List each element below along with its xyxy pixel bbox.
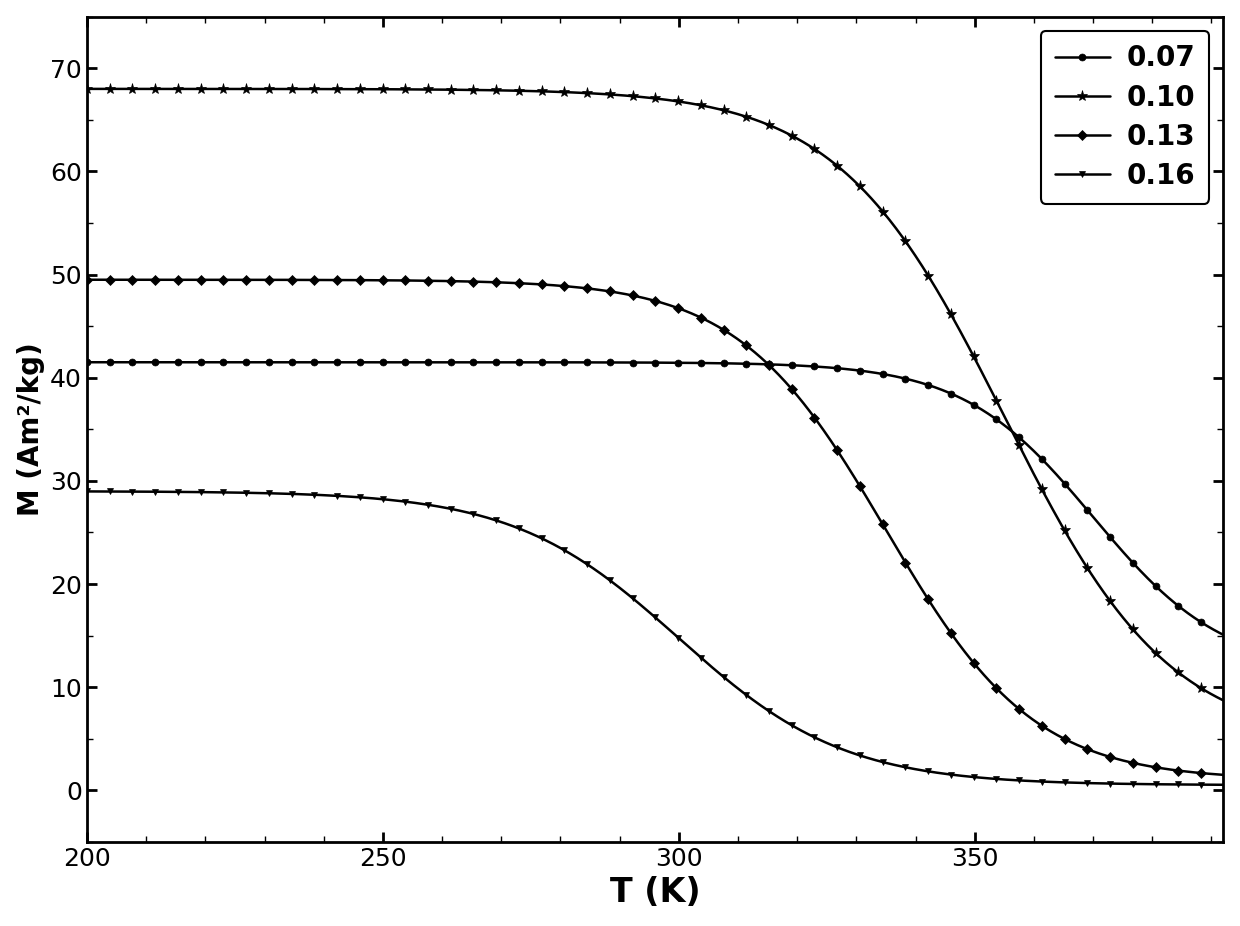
0.10 xyxy=(1071,548,1086,559)
0.13 xyxy=(79,274,94,285)
0.13 xyxy=(1216,770,1231,781)
Legend: 0.07, 0.10, 0.13, 0.16: 0.07, 0.10, 0.13, 0.16 xyxy=(1040,31,1209,204)
Line: 0.10: 0.10 xyxy=(82,83,1229,706)
Y-axis label: M (Am²/kg): M (Am²/kg) xyxy=(16,343,45,516)
0.10 xyxy=(1194,682,1209,694)
0.07 xyxy=(277,357,291,368)
0.10 xyxy=(1216,694,1231,706)
0.13 xyxy=(277,274,291,285)
0.16 xyxy=(210,487,224,498)
0.07 xyxy=(1216,630,1231,641)
0.10 xyxy=(277,83,291,94)
0.07 xyxy=(210,357,224,368)
0.10 xyxy=(564,87,579,98)
0.13 xyxy=(1071,740,1086,751)
0.13 xyxy=(210,274,224,285)
0.07 xyxy=(1194,617,1209,628)
0.16 xyxy=(1071,777,1086,788)
Line: 0.13: 0.13 xyxy=(83,276,1226,779)
0.13 xyxy=(564,282,579,293)
0.07 xyxy=(79,357,94,368)
0.07 xyxy=(1071,494,1086,506)
0.16 xyxy=(516,524,531,535)
0.16 xyxy=(1194,779,1209,790)
X-axis label: T (K): T (K) xyxy=(610,876,701,909)
0.07 xyxy=(564,357,579,368)
0.07 xyxy=(516,357,531,368)
0.16 xyxy=(79,486,94,497)
0.16 xyxy=(564,549,579,560)
0.16 xyxy=(1216,779,1231,790)
0.10 xyxy=(516,85,531,96)
0.16 xyxy=(277,488,291,499)
0.10 xyxy=(79,83,94,94)
Line: 0.07: 0.07 xyxy=(83,358,1226,638)
0.13 xyxy=(1194,768,1209,779)
Line: 0.16: 0.16 xyxy=(83,488,1226,788)
0.10 xyxy=(210,83,224,94)
0.13 xyxy=(516,278,531,289)
